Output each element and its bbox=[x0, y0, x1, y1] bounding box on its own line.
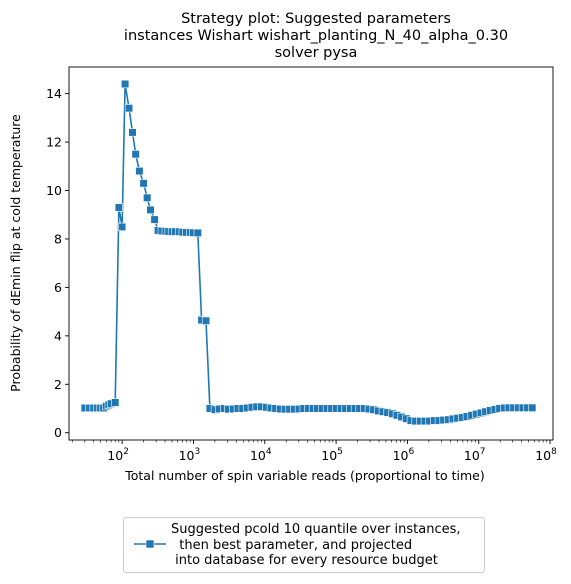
y-tick-label: 2 bbox=[54, 377, 62, 392]
series-line bbox=[84, 83, 533, 422]
data-point bbox=[111, 398, 120, 407]
chart: Strategy plot: Suggested parameters inst… bbox=[8, 11, 557, 483]
legend-label: Suggested pcold 10 quantile over instanc… bbox=[171, 522, 461, 568]
data-point bbox=[118, 222, 127, 232]
data-point bbox=[528, 403, 537, 412]
data-point bbox=[128, 128, 137, 137]
data-point bbox=[193, 228, 202, 238]
data-point bbox=[146, 205, 155, 215]
data-point bbox=[139, 179, 148, 188]
x-tick-label: 104 bbox=[250, 447, 272, 463]
y-tick-label: 4 bbox=[54, 328, 62, 343]
legend: Suggested pcold 10 quantile over instanc… bbox=[123, 517, 485, 573]
y-tick-label: 6 bbox=[54, 280, 62, 295]
x-tick-label: 107 bbox=[464, 447, 486, 463]
y-tick-label: 14 bbox=[46, 86, 62, 101]
chart-title: Strategy plot: Suggested parameters inst… bbox=[124, 11, 508, 61]
y-axis-label: Probability of dEmin flip at cold temper… bbox=[8, 114, 23, 392]
legend-line-marker bbox=[134, 539, 166, 549]
y-tick-label: 12 bbox=[46, 135, 62, 150]
x-tick-label: 105 bbox=[321, 447, 343, 463]
chart-title-line-1: Strategy plot: Suggested parameters bbox=[181, 11, 451, 27]
data-point bbox=[143, 193, 152, 202]
data-point bbox=[114, 203, 123, 212]
axes-frame bbox=[68, 66, 554, 441]
data-point bbox=[201, 316, 211, 325]
x-tick-label: 106 bbox=[393, 447, 415, 463]
y-tick-label: 8 bbox=[54, 231, 62, 246]
data-point bbox=[121, 79, 130, 89]
chart-title-line-2: instances Wishart wishart_planting_N_40_… bbox=[124, 28, 508, 44]
axes: 0 2 4 6 8 10 12 14 102 103 104 105 106 107 108 bbox=[46, 66, 557, 463]
data-point bbox=[131, 150, 140, 159]
x-tick-label: 108 bbox=[535, 447, 557, 463]
plot-area bbox=[80, 79, 537, 426]
chart-title-line-3: solver pysa bbox=[275, 45, 358, 61]
data-point bbox=[135, 167, 144, 176]
data-point bbox=[124, 104, 134, 113]
y-tick-label: 0 bbox=[54, 425, 62, 440]
x-tick-label: 103 bbox=[179, 447, 201, 463]
y-tick-label: 10 bbox=[46, 183, 62, 198]
x-axis-label: Total number of spin variable reads (pro… bbox=[124, 468, 485, 483]
data-point bbox=[150, 215, 159, 224]
x-tick-label: 102 bbox=[107, 447, 129, 463]
